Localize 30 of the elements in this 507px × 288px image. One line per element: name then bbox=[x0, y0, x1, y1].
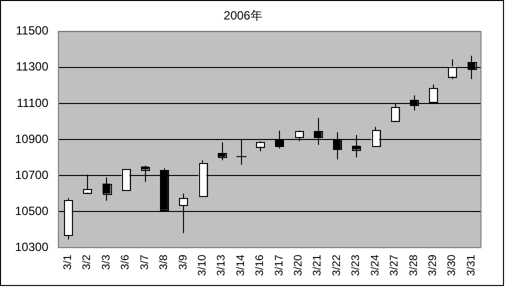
x-tick-label: 3/8 bbox=[158, 254, 170, 270]
x-tick-label: 3/22 bbox=[330, 254, 343, 276]
y-tick-label: 10500 bbox=[14, 204, 49, 218]
chart-title: 2006年 bbox=[224, 8, 262, 23]
x-tick-label: 3/13 bbox=[216, 254, 228, 276]
x-tick-label: 3/28 bbox=[408, 254, 420, 276]
x-tick-label: 3/30 bbox=[446, 254, 458, 276]
x-tick-label: 3/23 bbox=[350, 254, 362, 276]
x-tick-label: 3/14 bbox=[234, 254, 247, 276]
x-tick-label: 3/24 bbox=[369, 254, 382, 276]
x-tick-label: 3/2 bbox=[81, 254, 94, 270]
y-tick-label: 10700 bbox=[14, 168, 49, 182]
x-tick-label: 3/6 bbox=[120, 254, 132, 270]
y-tick-label: 11100 bbox=[16, 96, 49, 110]
x-tick-label: 3/17 bbox=[273, 254, 286, 276]
y-tick-label: 10900 bbox=[14, 132, 49, 146]
x-tick-label: 3/29 bbox=[427, 254, 440, 276]
x-tick-label: 3/7 bbox=[138, 254, 151, 270]
x-tick-label: 3/16 bbox=[254, 254, 266, 276]
x-tick-label: 3/27 bbox=[388, 254, 401, 276]
x-tick-label: 3/20 bbox=[292, 254, 305, 276]
y-tick-label: 10300 bbox=[14, 240, 49, 254]
x-tick-label: 3/31 bbox=[465, 254, 478, 276]
y-tick-label: 11500 bbox=[16, 24, 49, 38]
x-tick-label: 3/10 bbox=[196, 254, 208, 276]
x-tick-label: 3/9 bbox=[177, 254, 190, 270]
x-tick-label: 3/21 bbox=[312, 254, 324, 276]
x-tick-label: 3/3 bbox=[100, 254, 112, 270]
y-tick-label: 11300 bbox=[16, 60, 49, 74]
x-tick-label: 3/1 bbox=[62, 254, 74, 270]
